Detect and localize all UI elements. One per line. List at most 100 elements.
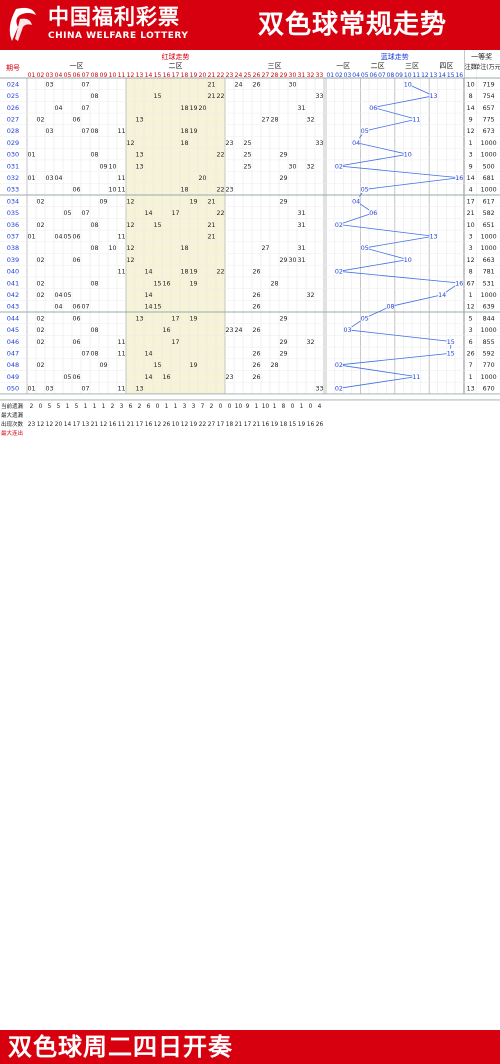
red-ball-number: 22 [216,210,224,217]
red-ball-number: 31 [297,245,305,252]
blue-ball-bg [455,173,464,182]
red-ball-number: 10 [108,187,116,194]
red-number-header: 06 [73,72,81,79]
winner-count: 1 [469,292,473,299]
red-number-header: 17 [172,72,180,79]
prize-amount: 681 [483,175,495,182]
red-ball-number: 08 [90,280,98,287]
red-ball-number: 33 [315,93,323,100]
blue-ball-bg [369,208,378,217]
red-zone-label: 二区 [169,62,183,70]
red-ball-number: 26 [252,292,260,299]
blue-ball-number: 03 [343,327,351,334]
prize-amount: 1000 [481,245,497,252]
red-ball-number: 11 [117,187,125,194]
blue-ball-number: 02 [335,269,343,276]
blue-number-header: 14 [438,72,446,79]
red-ball-number: 24 [234,81,242,88]
issue-number: 031 [7,162,19,170]
stats-value: 19 [271,422,279,428]
red-ball-number: 29 [279,315,287,322]
red-ball-number: 02 [36,362,44,369]
red-ball-number: 08 [90,222,98,229]
blue-number-header: 12 [421,72,429,79]
prize-amount: 582 [483,210,495,217]
red-ball-number: 03 [45,386,53,393]
blue-ball-bg [360,313,369,322]
red-ball-number: 10 [108,163,116,170]
red-ball-number: 13 [135,386,143,393]
red-ball-number: 22 [216,269,224,276]
red-ball-number: 29 [279,257,287,264]
red-ball-number: 08 [90,245,98,252]
winner-count: 14 [467,175,475,182]
stats-value: 0 [219,404,223,410]
prize-amount: 1000 [481,140,497,147]
blue-ball-number: 16 [455,280,463,287]
red-ball-number: 18 [180,187,188,194]
stats-value: 14 [64,422,72,428]
red-ball-number: 04 [54,105,62,112]
red-ball-number: 15 [153,362,161,369]
blue-ball-bg [403,255,412,264]
red-ball-number: 13 [135,315,143,322]
red-ball-number: 07 [81,128,89,135]
blue-ball-number: 06 [369,210,377,217]
blue-ball-number: 14 [438,292,446,299]
winner-count: 12 [467,128,475,135]
stats-value: 9 [246,404,250,410]
red-ball-number: 07 [81,351,89,358]
blue-ball-number: 02 [335,163,343,170]
prize-amount: 1000 [481,327,497,334]
blue-ball-bg [429,91,438,100]
red-ball-number: 29 [279,198,287,205]
red-ball-number: 18 [180,140,188,147]
stats-value: 20 [55,422,63,428]
red-ball-number: 11 [117,269,125,276]
stats-value: 0 [291,404,295,410]
red-trend-header: 红球走势 [162,52,190,61]
stats-value: 1 [255,404,259,410]
red-ball-number: 07 [81,81,89,88]
red-number-header: 03 [46,72,54,79]
blue-number-header: 11 [412,72,420,79]
red-ball-number: 20 [198,105,206,112]
red-ball-number: 07 [81,105,89,112]
prize-amount: 639 [483,304,495,311]
red-ball-number: 25 [243,152,251,159]
red-number-header: 05 [64,72,72,79]
red-ball-number: 02 [36,198,44,205]
red-ball-number: 11 [117,386,125,393]
red-ball-number: 12 [126,198,134,205]
issue-number: 038 [7,244,19,252]
red-ball-number: 02 [36,339,44,346]
stats-value: 16 [262,422,270,428]
blue-ball-bg [429,231,438,240]
red-ball-number: 15 [153,304,161,311]
winner-count: 9 [469,163,473,170]
issue-number: 026 [7,104,19,112]
red-ball-number: 02 [36,327,44,334]
blue-number-header: 15 [447,72,455,79]
red-number-header: 10 [109,72,117,79]
blue-ball-number: 04 [352,198,360,205]
issue-number: 029 [7,139,19,147]
red-ball-number: 12 [126,245,134,252]
page-title: 双色球常规走势 [258,10,448,40]
red-ball-number: 11 [117,128,125,135]
red-ball-number: 31 [297,105,305,112]
blue-ball-bg [446,348,455,357]
red-ball-number: 09 [99,163,107,170]
red-ball-number: 23 [225,327,233,334]
stats-value: 22 [199,422,207,428]
blue-ball-number: 02 [335,362,343,369]
red-ball-number: 29 [279,175,287,182]
red-ball-number: 09 [99,362,107,369]
blue-ball-bg [412,372,421,381]
red-ball-number: 19 [189,269,197,276]
blue-ball-bg [352,138,361,147]
red-ball-number: 27 [261,117,269,124]
blue-ball-bg [386,302,395,311]
blue-ball-number: 10 [404,257,412,264]
red-ball-number: 29 [279,152,287,159]
